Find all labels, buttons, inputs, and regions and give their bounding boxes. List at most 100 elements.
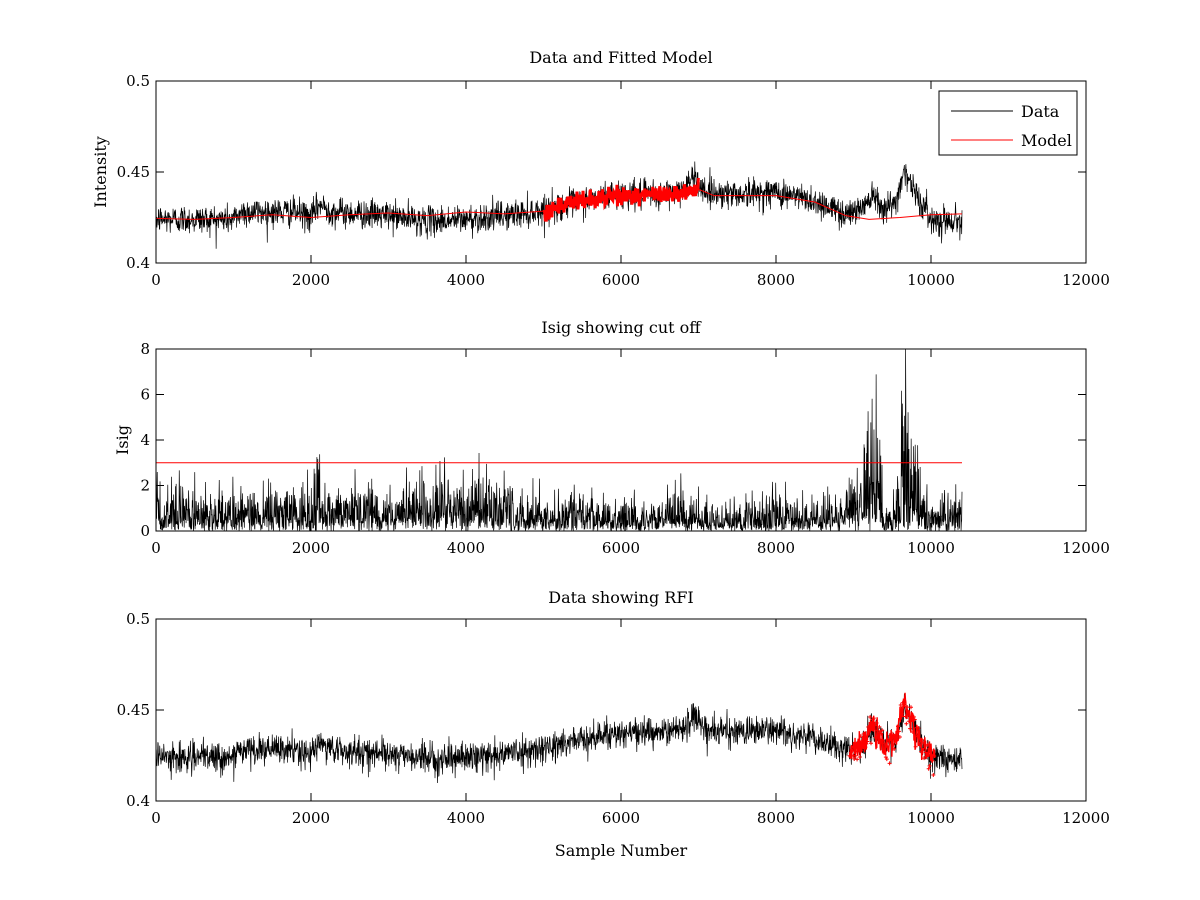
y-tick-label: 0.4 (126, 792, 150, 810)
rfi-marker (884, 757, 889, 762)
rfi-marker (850, 748, 855, 753)
rfi-marker (897, 735, 902, 740)
panel-1-title: Data and Fitted Model (529, 48, 712, 67)
rfi-marker (932, 754, 937, 759)
panel-3-plot-area (155, 692, 963, 783)
rfi-marker (904, 721, 909, 726)
rfi-marker (879, 731, 884, 736)
rfi-marker (853, 753, 858, 758)
panel-1-legend: Data Model (938, 90, 1078, 156)
y-tick-label: 0.4 (126, 254, 150, 272)
x-tick-label: 12000 (1062, 809, 1110, 827)
rfi-marker (864, 741, 869, 746)
y-tick-label: 4 (140, 431, 150, 449)
rfi-marker (922, 756, 927, 761)
rfi-marker (915, 734, 920, 739)
rfi-marker (848, 754, 853, 759)
panel-1-ylabel: Intensity (91, 136, 110, 208)
panel-2-ylabel: Isig (113, 425, 132, 455)
rfi-marker (910, 730, 915, 735)
rfi-marker (860, 738, 865, 743)
rfi-marker (919, 749, 924, 754)
panel-2-plot-area (155, 348, 963, 532)
x-tick-label: 4000 (447, 271, 485, 289)
rfi-marker (899, 711, 904, 716)
rfi-marker (874, 721, 879, 726)
x-tick-label: 0 (151, 809, 161, 827)
rfi-marker (930, 758, 935, 763)
series-isig-line (155, 348, 963, 532)
panel-3-xlabel: Sample Number (555, 841, 688, 860)
legend-label-model: Model (1021, 131, 1072, 150)
y-tick-label: 0.5 (126, 610, 150, 628)
rfi-marker (849, 745, 854, 750)
rfi-marker (865, 739, 870, 744)
y-tick-label: 0 (140, 522, 150, 540)
series-data-line (155, 693, 963, 783)
rfi-marker (882, 741, 887, 746)
legend-box (938, 90, 1078, 156)
rfi-marker (881, 738, 886, 743)
rfi-marker (886, 738, 891, 743)
rfi-marker (912, 717, 917, 722)
x-tick-label: 10000 (907, 809, 955, 827)
rfi-marker (923, 750, 928, 755)
rfi-marker (901, 704, 906, 709)
x-tick-label: 6000 (602, 539, 640, 557)
y-tick-label: 0.45 (117, 701, 150, 719)
x-tick-label: 10000 (907, 271, 955, 289)
rfi-marker (926, 766, 931, 771)
rfi-marker (882, 751, 887, 756)
rfi-marker (892, 746, 897, 751)
rfi-marker (896, 729, 901, 734)
rfi-marker (931, 772, 936, 777)
rfi-marker (855, 757, 860, 762)
rfi-marker (921, 740, 926, 745)
rfi-marker (877, 724, 882, 729)
rfi-marker (873, 735, 878, 740)
rfi-marker (863, 745, 868, 750)
x-tick-label: 6000 (602, 271, 640, 289)
panel-data-and-fitted-model: Data and Fitted Model Intensity 0 2000 400… (91, 48, 1110, 289)
x-tick-label: 4000 (447, 539, 485, 557)
y-tick-label: 0.5 (126, 72, 150, 90)
rfi-marker (871, 716, 876, 721)
x-tick-label: 6000 (602, 809, 640, 827)
rfi-marker (890, 735, 895, 740)
x-tick-label: 0 (151, 539, 161, 557)
x-tick-label: 8000 (757, 271, 795, 289)
x-tick-label: 2000 (292, 271, 330, 289)
rfi-marker (856, 739, 861, 744)
rfi-marker (855, 741, 860, 746)
x-tick-label: 2000 (292, 539, 330, 557)
rfi-marker (898, 702, 903, 707)
rfi-marker (895, 737, 900, 742)
rfi-marker (916, 726, 921, 731)
panel-1-plot-area (155, 161, 963, 249)
rfi-marker (924, 754, 929, 759)
rfi-marker (903, 714, 908, 719)
rfi-marker (906, 713, 911, 718)
rfi-marker (876, 732, 881, 737)
rfi-marker (872, 723, 877, 728)
panel-isig-showing-cut-off: Isig showing cut off Isig 0 2000 4000 6000 8… (113, 318, 1110, 557)
x-tick-label: 2000 (292, 809, 330, 827)
rfi-marker (893, 734, 898, 739)
rfi-marker (902, 702, 907, 707)
rfi-marker (927, 763, 932, 768)
x-tick-label: 8000 (757, 809, 795, 827)
rfi-marker (869, 741, 874, 746)
rfi-marker (905, 705, 910, 710)
rfi-marker (918, 743, 923, 748)
legend-label-data: Data (1021, 102, 1060, 121)
rfi-marker (909, 705, 914, 710)
rfi-marker (859, 748, 864, 753)
x-tick-label: 10000 (907, 539, 955, 557)
y-tick-label: 0.45 (117, 163, 150, 181)
rfi-marker (868, 715, 873, 720)
x-tick-label: 12000 (1062, 271, 1110, 289)
panel-3-ticks: 0 2000 4000 6000 8000 10000 12000 0.4 0.45 0.5 (117, 610, 1110, 827)
rfi-marker (891, 742, 896, 747)
rfi-marker (875, 728, 880, 733)
rfi-marker (861, 731, 866, 736)
